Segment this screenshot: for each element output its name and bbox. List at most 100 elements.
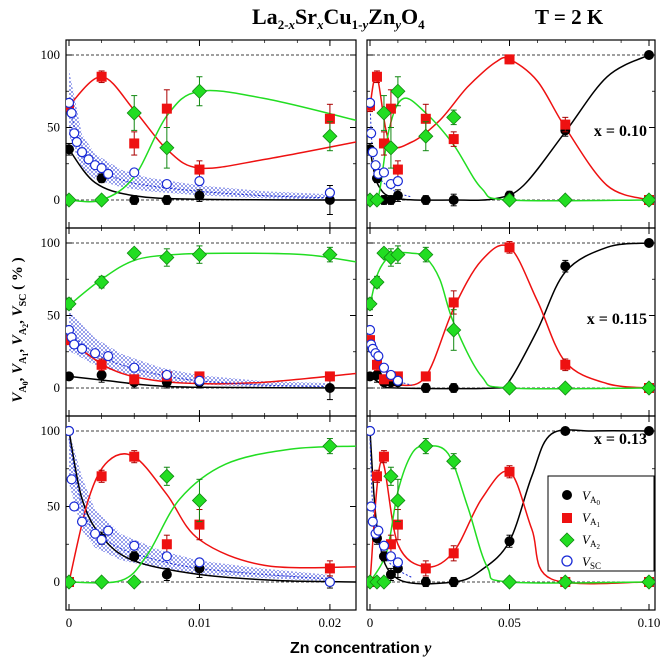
point-va0: [194, 190, 205, 201]
curve-va2: [68, 252, 356, 306]
point-va0: [129, 195, 140, 205]
point-vsc: [367, 147, 378, 158]
point-va2: [418, 128, 434, 144]
point-vsc: [129, 540, 140, 551]
point-va2: [376, 105, 392, 121]
point-va2: [501, 380, 518, 396]
point-vsc: [69, 128, 80, 139]
point-va1: [504, 54, 515, 65]
x-axis-label-var: y: [422, 640, 432, 657]
point-va1: [378, 451, 389, 462]
ytick-label: 100: [41, 47, 61, 62]
curve-va0: [68, 430, 356, 583]
point-va2: [418, 247, 434, 263]
point-vsc: [324, 187, 336, 198]
ytick-label: 0: [54, 574, 61, 589]
point-va1: [371, 359, 382, 370]
point-va2: [94, 574, 110, 590]
legend-label-vsc: VSC: [582, 554, 601, 571]
point-va1: [324, 371, 335, 382]
title-o: O: [401, 4, 418, 29]
point-va1: [420, 371, 431, 382]
point-va1: [194, 519, 205, 530]
point-vsc: [194, 557, 205, 568]
title-sr: Sr: [295, 4, 317, 29]
point-va0: [448, 195, 459, 205]
point-vsc: [367, 97, 376, 108]
title-sub-1y: 1-: [352, 17, 363, 32]
y-axis-label-text: VA0, VA1, VA2, VSC ( % ): [10, 257, 30, 402]
point-vsc: [367, 425, 376, 437]
xtick-label: 0.01: [188, 615, 211, 630]
point-vsc: [367, 128, 377, 139]
panel-frame: [366, 415, 656, 611]
point-vsc: [76, 516, 88, 527]
point-vsc: [83, 154, 94, 165]
point-vsc: [161, 369, 172, 381]
point-va0: [560, 261, 571, 272]
point-vsc: [69, 501, 80, 512]
point-va2: [501, 192, 518, 208]
point-va1: [96, 71, 107, 82]
panel-1: 0 50 100: [41, 39, 357, 229]
panel-annotation: x = 0.10: [594, 123, 647, 140]
point-va1: [96, 471, 107, 482]
plot-area: [66, 69, 356, 215]
plot-area: [66, 245, 356, 401]
curve-va2: [68, 89, 356, 203]
title-cu: Cu: [324, 4, 352, 29]
point-va0: [161, 195, 172, 205]
xtick-label: 0.02: [319, 615, 342, 630]
point-va1: [392, 519, 403, 530]
point-va2: [390, 247, 406, 263]
point-va2: [191, 83, 208, 99]
point-vsc: [378, 167, 390, 178]
point-va2: [557, 380, 573, 396]
point-vsc: [96, 534, 107, 545]
legend-marker-va2: [559, 532, 575, 548]
x-axis-label-main: Zn concentration: [290, 640, 424, 657]
curve-va1: [369, 56, 650, 201]
point-vsc: [129, 362, 140, 373]
title-zn: Zn: [368, 4, 395, 29]
ytick-label: 50: [47, 308, 60, 323]
point-vsc: [66, 97, 75, 108]
curve-va0: [68, 148, 356, 201]
point-vsc: [76, 147, 88, 158]
point-vsc: [385, 369, 397, 381]
point-vsc: [392, 176, 403, 187]
point-va0: [324, 195, 335, 205]
point-va2: [418, 438, 434, 454]
point-va0: [66, 371, 74, 382]
point-va1: [378, 138, 389, 149]
point-vsc: [96, 163, 107, 174]
ytick-label: 0: [54, 380, 61, 395]
point-va2: [383, 468, 399, 484]
title-sub-x2: x: [316, 17, 324, 32]
point-va2: [159, 140, 175, 156]
ytick-label: 50: [47, 499, 60, 514]
point-va0: [644, 426, 654, 436]
point-va1: [371, 71, 382, 82]
point-va2: [446, 322, 462, 338]
plot-area: [367, 50, 655, 208]
title-compound: La2-xSrxCu1-yZnyO4: [252, 4, 425, 32]
point-va0: [324, 383, 335, 393]
point-va2: [94, 192, 110, 208]
ytick-label: 0: [54, 192, 61, 207]
point-va2: [126, 574, 142, 590]
title-sub-4: 4: [418, 17, 425, 32]
point-va1: [324, 563, 335, 574]
point-va2: [557, 192, 573, 208]
legend-marker-vsc: [561, 555, 573, 567]
panels-group: 0 50 100 x = 0.10 0 50 100 x = 0.115 0 50 100 0 0.01…: [41, 39, 661, 630]
point-va1: [504, 242, 515, 253]
point-vsc: [66, 474, 77, 485]
point-va1: [194, 164, 205, 175]
point-va2: [322, 128, 338, 144]
point-va0: [420, 195, 431, 205]
point-vsc: [194, 176, 205, 187]
xtick-label: 0.10: [638, 615, 661, 630]
point-va0: [420, 577, 431, 587]
